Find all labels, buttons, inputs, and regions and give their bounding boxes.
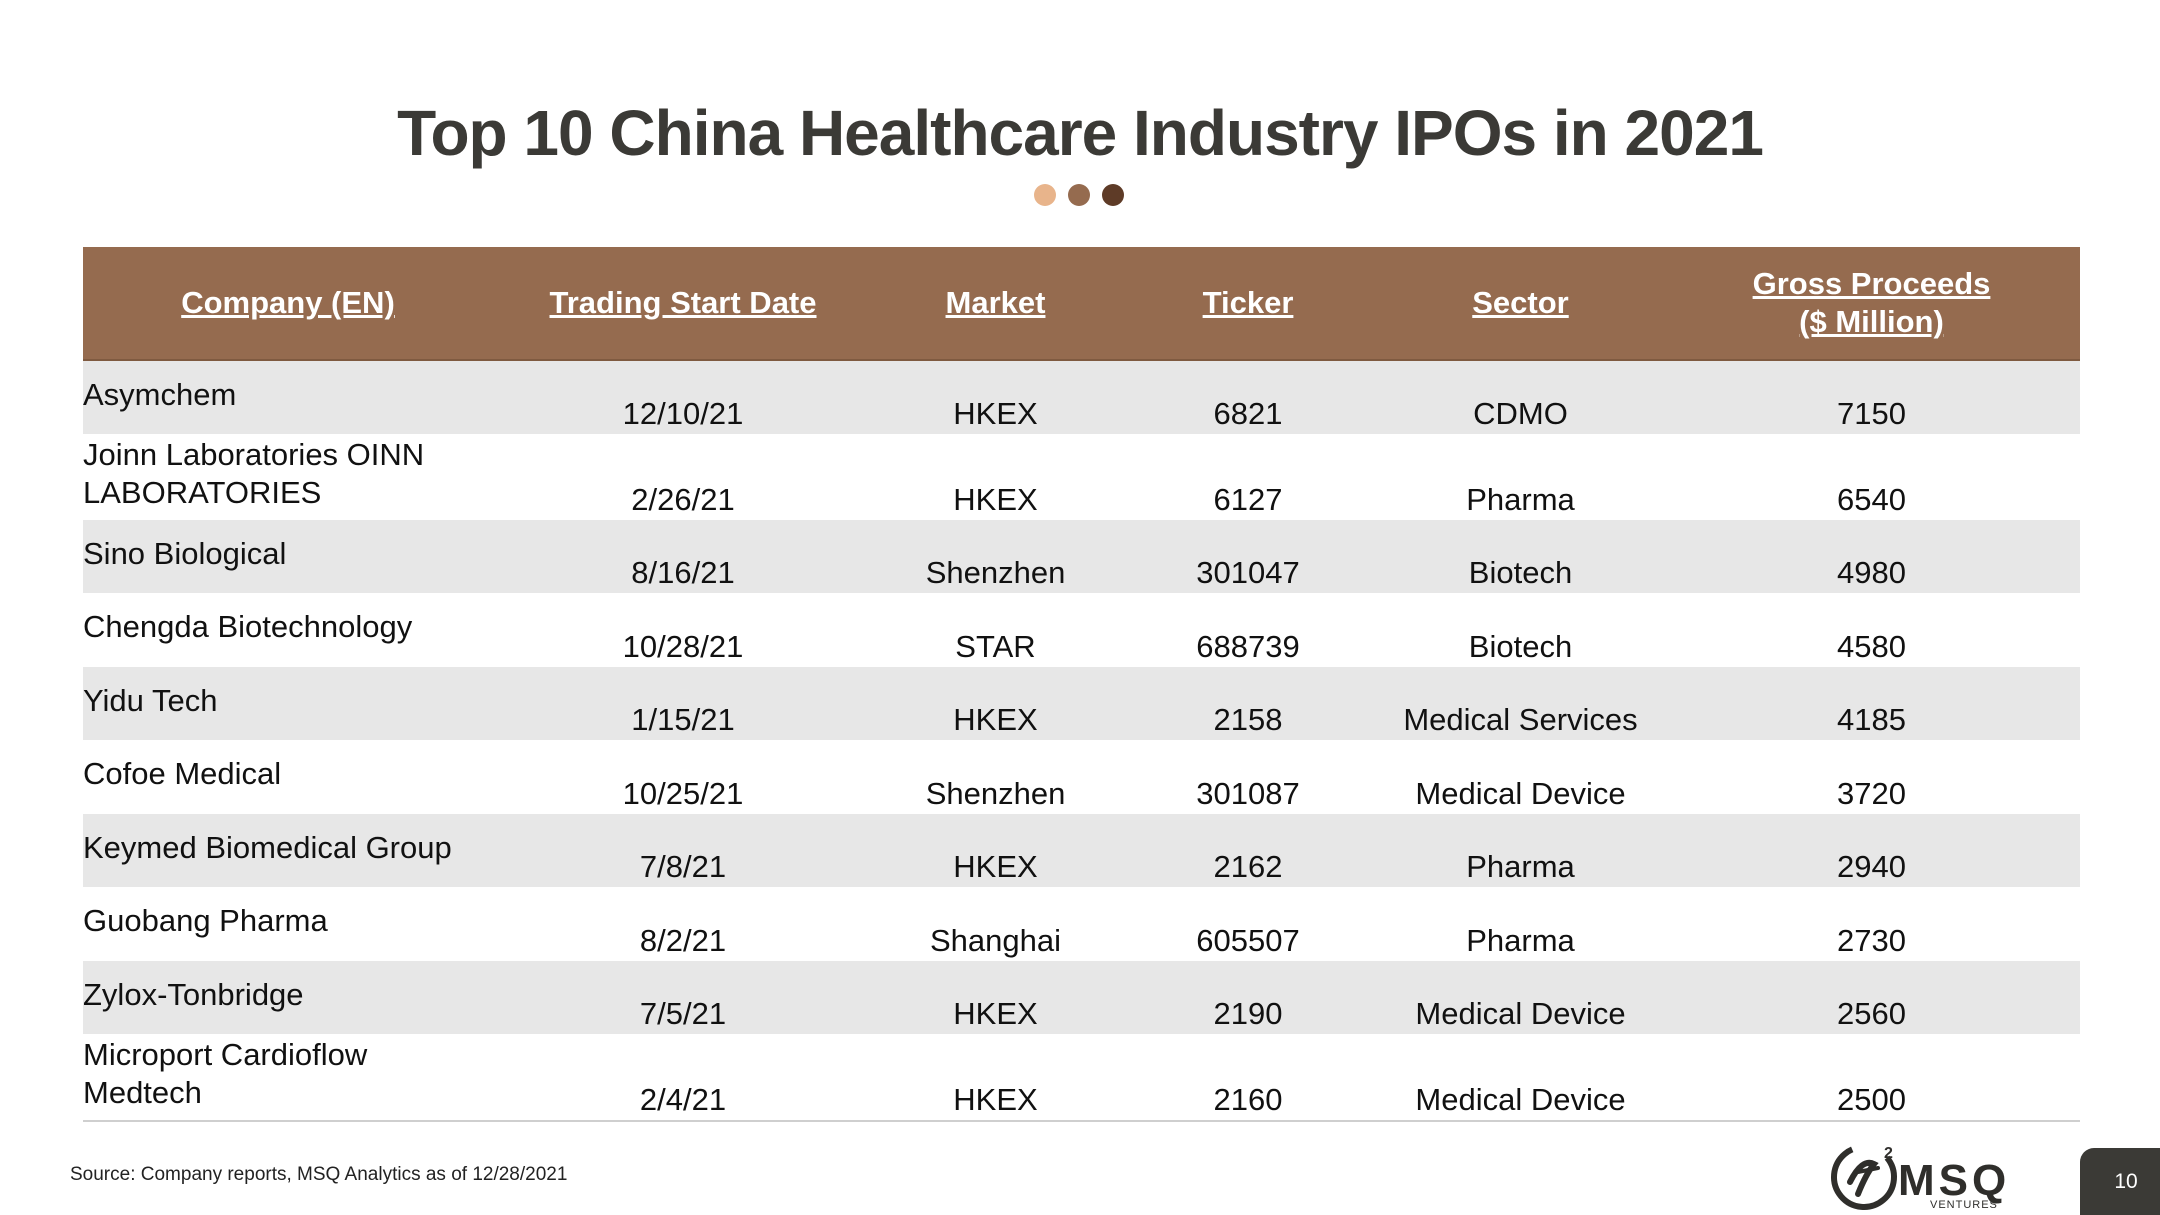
cell-market: HKEX: [953, 996, 1038, 1031]
page-number: 10: [2080, 1148, 2160, 1215]
cell-market: Shenzhen: [925, 776, 1066, 811]
cell-market: HKEX: [953, 849, 1038, 884]
cell-trading-start-date: 2/26/21: [631, 482, 735, 517]
cell-trading-start-date: 7/8/21: [639, 849, 727, 884]
table-row: Asymchem 12/10/21 HKEX 6821 CDMO 7150: [83, 361, 2080, 434]
table-bottom-rule: [83, 1120, 2080, 1122]
slide-title: Top 10 China Healthcare Industry IPOs in…: [397, 97, 1764, 169]
header-ticker-label: Ticker: [1202, 285, 1294, 320]
table-row: Zylox-Tonbridge 7/5/21 HKEX 2190 Medical Dev…: [83, 961, 2080, 1034]
table-row: Guobang Pharma 8/2/21 Shanghai 605507 Pharma…: [83, 887, 2080, 961]
cell-sector: Pharma: [1466, 482, 1575, 517]
cell-market: STAR: [955, 629, 1036, 664]
cell-trading-start-date: 1/15/21: [631, 702, 735, 737]
cell-company: Zylox-Tonbridge: [83, 976, 304, 1012]
logo-subtext: VENTURES: [1930, 1199, 1998, 1211]
table-header-row: Company (EN) Trading Start Date Market T…: [83, 247, 2080, 361]
table-row: Microport Cardioflow Medtech 2/4/21 HKEX 21…: [83, 1034, 2080, 1120]
cell-gross-proceeds: 4185: [1837, 702, 1906, 737]
title-dots: [1034, 184, 1124, 206]
header-sector-label: Sector: [1472, 285, 1569, 320]
header-date-label: Trading Start Date: [549, 285, 817, 320]
cell-trading-start-date: 10/25/21: [622, 776, 744, 811]
cell-sector: Biotech: [1468, 629, 1573, 664]
table-row: Chengda Biotechnology 10/28/21 STAR 688739 B…: [83, 593, 2080, 667]
cell-market: HKEX: [953, 396, 1038, 431]
table-row: Cofoe Medical 10/25/21 Shenzhen 301087 Medic…: [83, 740, 2080, 814]
header-company-label: Company (EN): [181, 285, 395, 320]
cell-sector: Medical Device: [1415, 996, 1626, 1031]
cell-ticker: 2160: [1213, 1082, 1283, 1117]
cell-market: HKEX: [953, 482, 1038, 517]
cell-ticker: 605507: [1196, 923, 1300, 958]
cell-gross-proceeds: 2560: [1837, 996, 1906, 1031]
cell-company: Sino Biological: [83, 535, 287, 571]
cell-company: Guobang Pharma: [83, 903, 328, 938]
cell-market: Shenzhen: [925, 555, 1066, 590]
cell-ticker: 2162: [1213, 849, 1283, 884]
table-row: Keymed Biomedical Group 7/8/21 HKEX 2162 Pha…: [83, 814, 2080, 887]
header-proceeds-line1: Gross Proceeds: [1752, 266, 1991, 301]
cell-gross-proceeds: 2730: [1837, 923, 1906, 958]
header-trading-start-date: Trading Start Date: [493, 284, 873, 322]
header-company: Company (EN): [83, 284, 493, 322]
source-note: Source: Company reports, MSQ Analytics a…: [70, 1164, 568, 1185]
cell-market: HKEX: [953, 702, 1038, 737]
header-ticker: Ticker: [1118, 284, 1378, 322]
cell-gross-proceeds: 3720: [1837, 776, 1906, 811]
header-gross-proceeds: Gross Proceeds ($ Million): [1663, 265, 2080, 341]
cell-gross-proceeds: 2500: [1837, 1082, 1906, 1117]
cell-sector: Pharma: [1466, 849, 1575, 884]
dot-medium: [1068, 184, 1090, 206]
cell-sector: CDMO: [1473, 396, 1568, 431]
cell-ticker: 6821: [1213, 396, 1283, 431]
cell-ticker: 688739: [1196, 629, 1300, 664]
cell-ticker: 301047: [1196, 555, 1300, 590]
dot-dark: [1102, 184, 1124, 206]
table-body: Asymchem 12/10/21 HKEX 6821 CDMO 7150 Joinn La…: [83, 361, 2080, 1120]
cell-gross-proceeds: 4580: [1837, 629, 1906, 664]
cell-trading-start-date: 8/2/21: [639, 923, 727, 958]
cell-market: HKEX: [953, 1082, 1038, 1117]
cell-company: Keymed Biomedical Group: [83, 829, 452, 865]
cell-company: Joinn Laboratories OINN LABORATORIES: [83, 437, 425, 510]
msq-ventures-logo: 2 MSQ VENTURES: [1831, 1144, 2010, 1211]
cell-trading-start-date: 8/16/21: [631, 555, 735, 590]
cell-ticker: 301087: [1196, 776, 1300, 811]
cell-company: Yidu Tech: [83, 682, 218, 718]
dot-light: [1034, 184, 1056, 206]
cell-sector: Medical Device: [1415, 776, 1626, 811]
header-market-label: Market: [945, 285, 1046, 320]
cell-sector: Pharma: [1466, 923, 1575, 958]
cell-ticker: 6127: [1213, 482, 1283, 517]
svg-text:2: 2: [1884, 1145, 1893, 1162]
table-row: Sino Biological 8/16/21 Shenzhen 301047 Biot…: [83, 520, 2080, 593]
header-sector: Sector: [1378, 284, 1663, 322]
cell-sector: Medical Device: [1415, 1082, 1626, 1117]
cell-ticker: 2158: [1213, 702, 1283, 737]
cell-company: Cofoe Medical: [83, 756, 282, 791]
cell-gross-proceeds: 4980: [1837, 555, 1906, 590]
cell-trading-start-date: 2/4/21: [639, 1082, 727, 1117]
cell-company: Chengda Biotechnology: [83, 609, 413, 644]
table-row: Yidu Tech 1/15/21 HKEX 2158 Medical Services…: [83, 667, 2080, 740]
header-proceeds-line2: ($ Million): [1799, 304, 1944, 339]
cell-gross-proceeds: 2940: [1837, 849, 1906, 884]
table-row: Joinn Laboratories OINN LABORATORIES 2/26…: [83, 434, 2080, 520]
cell-ticker: 2190: [1213, 996, 1283, 1031]
header-market: Market: [873, 284, 1118, 322]
cell-sector: Medical Services: [1403, 702, 1638, 737]
cell-gross-proceeds: 6540: [1837, 482, 1906, 517]
cell-trading-start-date: 7/5/21: [639, 996, 727, 1031]
cell-company: Microport Cardioflow Medtech: [83, 1037, 368, 1110]
cell-company: Asymchem: [83, 376, 237, 412]
ipo-table: Company (EN) Trading Start Date Market T…: [83, 247, 2080, 1122]
logo-wordmark: MSQ: [1898, 1156, 2010, 1205]
cell-trading-start-date: 10/28/21: [622, 629, 744, 664]
cell-market: Shanghai: [929, 923, 1061, 958]
cell-sector: Biotech: [1468, 555, 1573, 590]
cell-trading-start-date: 12/10/21: [622, 396, 744, 431]
cell-gross-proceeds: 7150: [1837, 396, 1906, 431]
